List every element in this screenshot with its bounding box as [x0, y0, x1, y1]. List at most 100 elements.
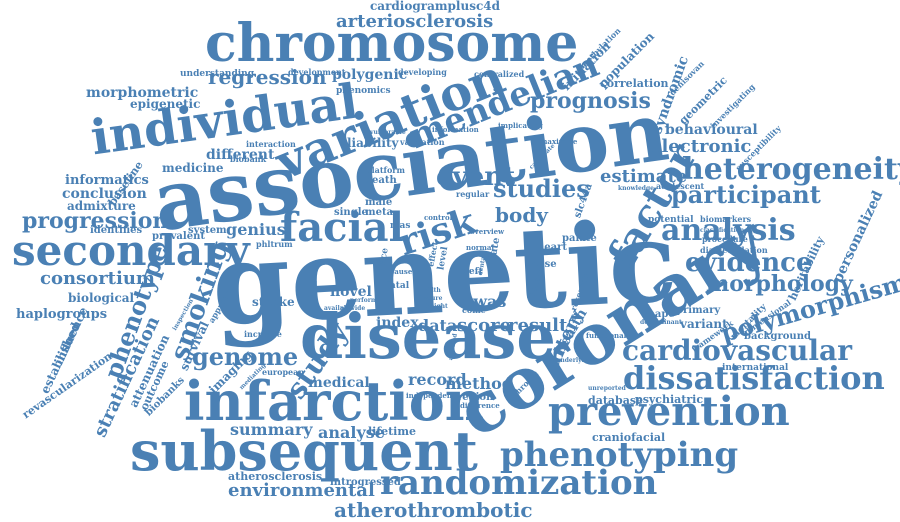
word-chromosome: chromosome [205, 13, 579, 74]
word-single: single [334, 207, 368, 218]
word-dissatisfaction: dissatisfaction [623, 359, 885, 397]
word-interaction: interaction [246, 139, 296, 149]
word-cause: cause [390, 267, 413, 276]
word-facial: facial [280, 204, 404, 251]
word-region: region [457, 392, 494, 403]
word-informatics: informatics [65, 173, 149, 188]
word-genome: genome [192, 342, 299, 371]
word-analysis: analysis [661, 213, 796, 248]
word-perform: perform [350, 297, 378, 304]
word-phenomics: phenomics [336, 86, 391, 96]
word-fatal: fatal [386, 281, 410, 291]
word-psychiatric: psychiatric [635, 393, 704, 406]
word-morphometric: morphometric [86, 85, 199, 101]
word-database: database [588, 394, 644, 407]
word-introgressed: introgressed [330, 477, 401, 488]
word-palate: palate [562, 233, 597, 244]
word-participant: participant [671, 180, 821, 209]
word-result: result [508, 315, 568, 336]
word-arteriosclerosis: arteriosclerosis [336, 11, 494, 32]
word-variant: variant [680, 317, 728, 331]
word-adolescent: adolescent [656, 181, 705, 191]
word-width: width [422, 287, 441, 294]
word-progression: progression [22, 208, 169, 234]
word-subsequent: subsequent [130, 419, 478, 483]
word-phenotyping: phenotyping [500, 435, 739, 475]
word-prevalent: prevalent [152, 231, 205, 242]
word-index: index [376, 315, 419, 331]
word-data: data [418, 316, 458, 335]
word-atherosclerosis: atherosclerosis [228, 470, 323, 483]
word-body: body [495, 203, 548, 227]
word-death: death [365, 175, 397, 186]
word-behavioural: behavioural [665, 122, 758, 138]
word-liability: liability [347, 136, 399, 150]
word-height: height [426, 303, 448, 310]
word-personalized: personalized [829, 188, 887, 286]
word-cardiogramplusc4d: cardiogramplusc4d [370, 0, 501, 13]
word-different: different [206, 147, 275, 163]
word-analyse: analyse [318, 423, 385, 442]
word-background: background [744, 331, 811, 342]
word-case: case [532, 259, 557, 270]
word-understanding: understanding [180, 69, 254, 79]
word-cleft: cleft [460, 267, 483, 277]
word-studies: studies [493, 174, 590, 203]
word-system: system [188, 225, 227, 236]
word-knowledge: knowledge [618, 185, 654, 192]
word-determinant: determinant [640, 319, 682, 326]
word-normal: normal [466, 243, 495, 252]
word-prevention: prevention [548, 388, 790, 435]
word-meta: meta [365, 207, 394, 218]
word-method: method [445, 374, 513, 393]
word-unreported: unreported [588, 385, 626, 392]
word-consortium: consortium [40, 268, 155, 289]
word-infarction: infarction [184, 369, 485, 433]
word-classification: classification [700, 227, 745, 234]
word-mas: mas [390, 221, 411, 231]
word-centralized: centralized [474, 69, 525, 79]
word-cardiovascular: cardiovascular [622, 334, 852, 367]
word-biomarkers: biomarkers [700, 214, 752, 224]
word-event: event [436, 162, 516, 192]
word-primary: primary [676, 305, 721, 316]
word-come: come [462, 305, 486, 315]
word-maximize: maximize [540, 137, 578, 146]
word-control: control [424, 213, 453, 222]
word-underlying: underlying [556, 357, 593, 364]
word-secondary: secondary [12, 226, 250, 275]
word-increase: increase [244, 329, 282, 339]
word-haplogroups: haplogroups [16, 307, 108, 322]
word-identifies: identifies [90, 225, 143, 236]
word-implicating: implicating [498, 121, 543, 130]
word-biological: biological [68, 291, 135, 305]
word-platform: platform [366, 165, 405, 175]
word-atherothrombotic: atherothrombotic [334, 498, 533, 522]
word-phltrum: phltrum [256, 239, 293, 249]
word-developing: developing [398, 67, 447, 77]
word-validation: validation [400, 137, 445, 147]
word-european: european [262, 367, 305, 377]
word-genius: genius [226, 220, 286, 239]
word-diamethylation: diamethylation [700, 245, 768, 255]
word-epigenetic: epigenetic [130, 97, 201, 111]
word-provide: provide [340, 305, 366, 312]
word-craniofacial: craniofacial [592, 431, 666, 444]
word-gwas: gwas [462, 292, 507, 311]
word-vulnerable: vulnerable [370, 129, 406, 136]
word-randomization: randomization [380, 463, 658, 503]
word-prognosis: prognosis [530, 88, 651, 114]
word-estimate: estimate [600, 166, 688, 187]
word-difference: difference [460, 401, 500, 410]
word-overview: overview [470, 227, 505, 236]
word-development: development [288, 67, 346, 77]
word-stroke: stroke [252, 295, 295, 309]
word-record: record [408, 370, 467, 389]
word-available: available [324, 305, 354, 312]
word-regression: regression [208, 65, 327, 89]
word-disease: disease [300, 300, 556, 373]
word-admixture: admixture [67, 199, 136, 213]
word-male: male [365, 197, 393, 208]
word-environmental: environmental [228, 480, 375, 501]
